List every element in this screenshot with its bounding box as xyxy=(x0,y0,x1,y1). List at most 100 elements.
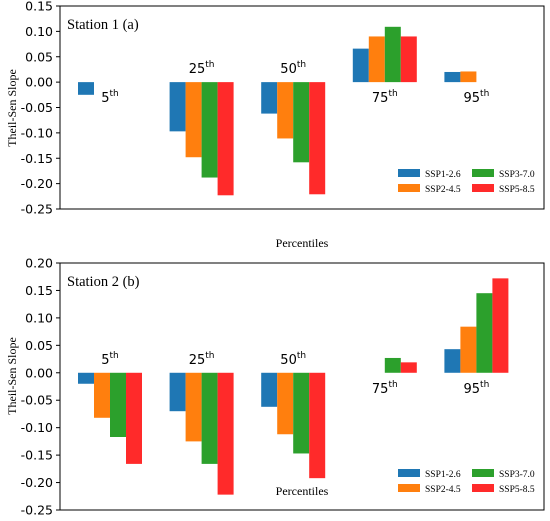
bar-ssp1-2-6-95th xyxy=(444,71,461,83)
legend-label: SSP1-2.6 xyxy=(425,470,461,480)
category-label-suffix: th xyxy=(388,380,397,390)
legend-label: SSP5-8.5 xyxy=(499,185,535,195)
bar-ssp1-2-6-5th xyxy=(78,372,94,384)
y-ticks: 0.15 0.10 0.05 0.00 -0.05 -0.10 -0.15 -0.20 -0.2… xyxy=(21,0,60,217)
y-axis-label: Theil-Sen Slope xyxy=(5,69,19,147)
y-tick-label: -0.25 xyxy=(21,202,53,217)
bar-ssp2-4-5-50th xyxy=(277,372,294,435)
bar-ssp2-4-5-25th xyxy=(185,82,202,158)
legend-swatch-ssp5-8-5 xyxy=(472,484,494,492)
bar-ssp3-7-0-95th xyxy=(476,293,493,373)
bar-ssp2-4-5-5th xyxy=(94,372,110,418)
category-label-base: 95 xyxy=(464,91,481,106)
category-label-95th: 95th xyxy=(464,89,490,106)
bar-ssp1-2-6-25th xyxy=(169,82,186,132)
category-label-suffix: th xyxy=(205,60,214,70)
bar-ssp1-2-6-25th xyxy=(169,372,186,412)
y-tick-label: 0.10 xyxy=(25,24,53,39)
legend-label: SSP5-8.5 xyxy=(499,485,535,495)
bars xyxy=(78,26,477,196)
panel-station-1: Station 1 (a) Theil-Sen Slope Percentile… xyxy=(5,0,545,250)
bar-ssp1-2-6-75th xyxy=(352,48,369,83)
category-label-5th: 5th xyxy=(101,89,119,106)
y-tick-label: -0.10 xyxy=(21,420,53,435)
y-tick-label: -0.15 xyxy=(21,448,53,463)
legend-label: SSP3-7.0 xyxy=(499,470,535,480)
legend-swatch-ssp5-8-5 xyxy=(472,184,494,192)
bar-ssp2-4-5-50th xyxy=(277,82,294,139)
bar-ssp3-7-0-25th xyxy=(201,372,218,464)
x-axis-label: Percentiles xyxy=(276,236,329,250)
category-label-base: 50 xyxy=(280,62,297,77)
y-tick-label: -0.05 xyxy=(21,393,53,408)
legend-label: SSP2-4.5 xyxy=(425,485,461,495)
bar-ssp1-2-6-5th xyxy=(78,82,94,95)
bar-ssp1-2-6-95th xyxy=(444,349,461,373)
category-label-base: 5 xyxy=(101,91,109,106)
bar-ssp2-4-5-95th xyxy=(460,326,477,373)
category-label-base: 25 xyxy=(189,62,206,77)
bar-ssp3-7-0-25th xyxy=(201,82,218,178)
bar-ssp3-7-0-75th xyxy=(384,26,401,83)
bar-ssp5-8-5-75th xyxy=(400,36,417,83)
y-tick-label: 0.15 xyxy=(25,0,53,14)
bar-ssp5-8-5-50th xyxy=(309,372,326,479)
bar-ssp1-2-6-50th xyxy=(261,372,278,407)
bar-ssp5-8-5-95th xyxy=(492,278,509,373)
y-tick-label: -0.05 xyxy=(21,100,53,115)
category-label-95th: 95th xyxy=(464,380,490,397)
y-tick-label: -0.15 xyxy=(21,151,53,166)
category-label-50th: 50th xyxy=(280,60,306,77)
category-label-base: 95 xyxy=(464,382,481,397)
category-label-base: 75 xyxy=(372,382,389,397)
category-label-suffix: th xyxy=(480,89,489,99)
bar-ssp5-8-5-25th xyxy=(217,82,234,196)
y-ticks: 0.20 0.15 0.10 0.05 0.00 -0.05 -0.10 -0.15 -0.20… xyxy=(21,256,60,518)
panel-station-2: Station 2 (b) Theil-Sen Slope Percentile… xyxy=(5,256,545,518)
y-tick-label: 0.00 xyxy=(25,75,53,90)
category-label-suffix: th xyxy=(205,351,214,361)
bar-ssp3-7-0-50th xyxy=(293,82,310,163)
legend-label: SSP2-4.5 xyxy=(425,185,461,195)
category-label-5th: 5th xyxy=(101,351,119,368)
bar-ssp3-7-0-50th xyxy=(293,372,310,454)
bar-ssp2-4-5-75th xyxy=(368,36,385,83)
legend-swatch-ssp3-7-0 xyxy=(472,169,494,177)
legend-swatch-ssp1-2-6 xyxy=(398,469,420,477)
bar-ssp5-8-5-75th xyxy=(400,362,417,373)
bar-ssp2-4-5-95th xyxy=(460,71,477,83)
y-tick-label: 0.05 xyxy=(25,338,53,353)
bar-ssp2-4-5-25th xyxy=(185,372,202,442)
category-label-base: 5 xyxy=(101,353,109,368)
bar-ssp3-7-0-5th xyxy=(110,372,126,437)
y-tick-label: 0.10 xyxy=(25,310,53,325)
bars xyxy=(78,278,509,495)
category-label-75th: 75th xyxy=(372,380,398,397)
y-tick-label: -0.20 xyxy=(21,475,53,490)
y-tick-label: 0.20 xyxy=(25,256,53,271)
category-label-base: 50 xyxy=(280,353,297,368)
y-tick-label: -0.10 xyxy=(21,125,53,140)
bar-ssp5-8-5-25th xyxy=(217,372,234,495)
category-label-suffix: th xyxy=(297,351,306,361)
legend: SSP1-2.6 SSP2-4.5 SSP3-7.0 SSP5-8.5 xyxy=(398,469,535,495)
category-label-25th: 25th xyxy=(189,351,215,368)
plot-frame xyxy=(59,262,545,511)
category-label-25th: 25th xyxy=(189,60,215,77)
panel-title: Station 2 (b) xyxy=(67,274,140,290)
bar-ssp5-8-5-5th xyxy=(126,372,142,464)
legend-swatch-ssp2-4-5 xyxy=(398,184,420,192)
bar-ssp5-8-5-50th xyxy=(309,82,326,195)
category-label-base: 25 xyxy=(189,353,206,368)
category-label-suffix: th xyxy=(388,89,397,99)
bar-ssp1-2-6-50th xyxy=(261,82,278,114)
category-label-75th: 75th xyxy=(372,89,398,106)
category-label-50th: 50th xyxy=(280,351,306,368)
legend-swatch-ssp3-7-0 xyxy=(472,469,494,477)
panel-title: Station 1 (a) xyxy=(67,17,139,33)
bar-ssp3-7-0-75th xyxy=(384,357,401,373)
category-label-suffix: th xyxy=(110,351,119,361)
